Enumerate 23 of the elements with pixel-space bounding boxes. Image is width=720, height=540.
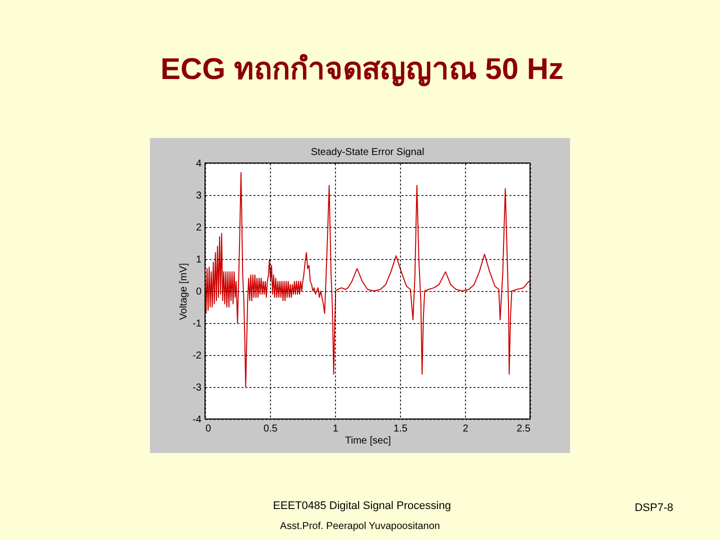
text: DSP7-8 [634, 502, 674, 514]
y-tick-label: 3 [196, 190, 202, 202]
y-tick-label: -4 [192, 414, 202, 426]
y-tick-label: -3 [192, 382, 202, 394]
y-axis-title: Voltage [mV] [178, 262, 190, 320]
chart-subtitle: Steady-State Error Signal [310, 147, 424, 158]
x-axis-title: Time [sec] [345, 436, 392, 446]
x-tick-label: 1 [332, 424, 339, 434]
x-tick-label: 1.5 [394, 424, 408, 434]
x-tick-label: 0 [206, 424, 212, 434]
y-tick-label: -2 [192, 350, 202, 362]
y-tick-label: 1 [196, 254, 202, 266]
y-tick-label: 4 [196, 158, 202, 170]
x-tick-label: 2 [462, 424, 469, 434]
y-tick-label: 2 [196, 222, 202, 234]
chart-title: ECG ทถกกำจดสญญาณ 50 Hz [160, 53, 564, 87]
y-tick-label: 0 [196, 286, 202, 298]
x-tick-label: 0.5 [264, 424, 278, 434]
text: EEET0485 Digital Signal Processing [273, 500, 451, 512]
line-series [205, 172, 530, 388]
y-tick-label: -1 [192, 318, 202, 330]
x-tick-label: 2.5 [516, 424, 531, 434]
text: Asst.Prof. Peerapol Yuvapoositanon [280, 521, 440, 532]
